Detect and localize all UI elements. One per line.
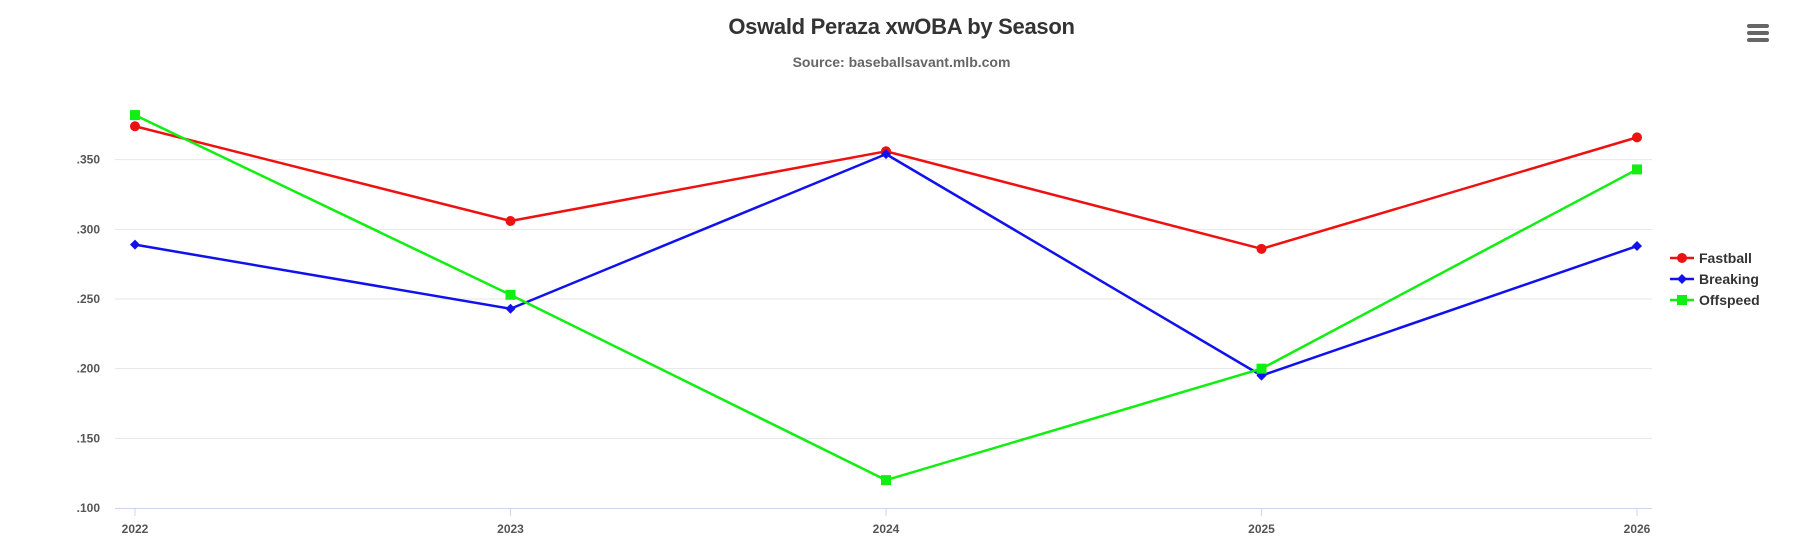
data-point-offspeed (1256, 363, 1267, 374)
menu-bar (1747, 38, 1769, 42)
data-point-fastball (505, 215, 516, 226)
menu-bar (1747, 31, 1769, 35)
data-point-offspeed (1632, 164, 1642, 175)
chart-subtitle: Source: baseballsavant.mlb.com (792, 54, 1011, 70)
legend-marker (1677, 252, 1687, 263)
data-point-breaking (881, 149, 891, 160)
legend-label: Offspeed (1699, 291, 1760, 308)
series-line-offspeed (134, 113, 1638, 482)
x-tick-label: 2026 (1624, 522, 1651, 536)
data-point-breaking (130, 239, 140, 250)
legend-symbol-fastball (1670, 252, 1694, 263)
y-tick-label: .200 (77, 362, 101, 376)
y-tick-label: .150 (77, 431, 101, 445)
series-line-breaking (134, 152, 1638, 377)
series-line-fastball (134, 125, 1638, 251)
legend-label: Fastball (1699, 249, 1752, 266)
legend-marker (1677, 273, 1687, 284)
data-point-offspeed (881, 475, 891, 486)
legend-label: Breaking (1699, 270, 1759, 287)
data-point-fastball (130, 121, 140, 132)
y-tick-label: .250 (77, 292, 101, 306)
y-tick-label: .100 (77, 501, 101, 515)
menu-bar (1747, 24, 1769, 28)
data-point-fastball (1256, 243, 1267, 254)
legend-symbol-breaking (1670, 273, 1694, 284)
x-tick-label: 2022 (122, 522, 149, 536)
legend-symbol-offspeed (1670, 294, 1694, 305)
legend-marker (1677, 294, 1687, 305)
x-tick-label: 2023 (497, 522, 524, 536)
data-point-breaking (1632, 241, 1642, 252)
legend-item-offspeed[interactable]: Offspeed (1669, 289, 1760, 310)
chart-title: Oswald Peraza xwOBA by Season (728, 14, 1075, 39)
x-tick-label: 2024 (873, 522, 900, 536)
hamburger-menu-icon[interactable] (1743, 22, 1773, 48)
y-tick-label: .300 (77, 222, 101, 236)
legend-item-fastball[interactable]: Fastball (1669, 247, 1760, 268)
legend: Fastball Breaking Offspeed (1669, 247, 1760, 310)
data-point-offspeed (130, 110, 140, 121)
data-point-breaking (505, 303, 516, 314)
data-point-fastball (1632, 132, 1642, 143)
x-tick-label: 2025 (1248, 522, 1275, 536)
legend-item-breaking[interactable]: Breaking (1669, 268, 1760, 289)
y-tick-label: .350 (77, 153, 101, 167)
data-point-offspeed (505, 289, 516, 300)
